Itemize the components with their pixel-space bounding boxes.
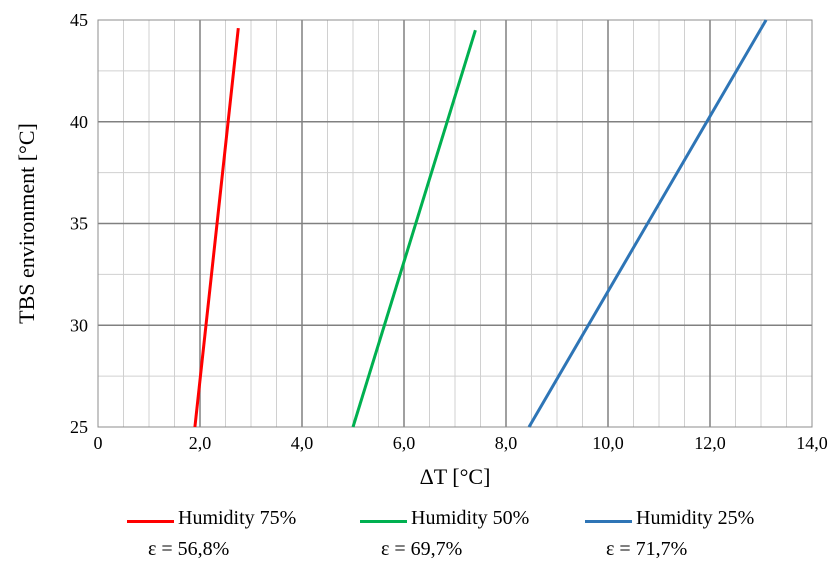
x-axis-title: ΔT [°C]	[420, 464, 491, 489]
y-tick-label: 35	[70, 214, 88, 234]
x-tick-label: 0	[94, 433, 103, 453]
legend-efficiency: ε = 56,8%	[148, 538, 230, 560]
y-tick-label: 45	[70, 10, 88, 30]
legend-swatch	[585, 520, 632, 523]
x-tick-labels: 0 2,0 4,0 6,0 8,0 10,0 12,0 14,0	[94, 433, 828, 453]
x-tick-label: 2,0	[189, 433, 212, 453]
x-tick-label: 4,0	[291, 433, 314, 453]
y-tick-labels: 25 30 35 40 45	[70, 10, 88, 437]
plot-area	[97, 19, 813, 428]
y-axis-title: TBS environment [°C]	[14, 123, 39, 324]
series-line-0	[193, 27, 240, 428]
x-tick-label: 10,0	[592, 433, 624, 453]
legend-efficiency: ε = 71,7%	[606, 538, 688, 560]
x-tick-label: 6,0	[393, 433, 416, 453]
series-line-2	[527, 19, 768, 428]
chart: 0 2,0 4,0 6,0 8,0 10,0 12,0 14,0 25 30 35 40 45 ΔT …	[14, 10, 828, 489]
legend-label: Humidity 75%	[178, 507, 297, 529]
legend-swatch	[127, 520, 174, 523]
series-line-1	[351, 29, 477, 428]
legend-label: Humidity 25%	[636, 507, 755, 529]
x-tick-label: 8,0	[495, 433, 518, 453]
y-tick-label: 30	[70, 315, 88, 335]
y-tick-label: 40	[70, 112, 88, 132]
y-tick-label: 25	[70, 417, 88, 437]
legend-label: Humidity 50%	[411, 507, 530, 529]
legend-swatch	[360, 520, 407, 523]
series-lines	[193, 19, 768, 428]
x-tick-label: 14,0	[796, 433, 828, 453]
legend: Humidity 75% ε = 56,8% Humidity 50% ε = …	[0, 505, 830, 568]
legend-efficiency: ε = 69,7%	[381, 538, 463, 560]
x-tick-label: 12,0	[694, 433, 726, 453]
